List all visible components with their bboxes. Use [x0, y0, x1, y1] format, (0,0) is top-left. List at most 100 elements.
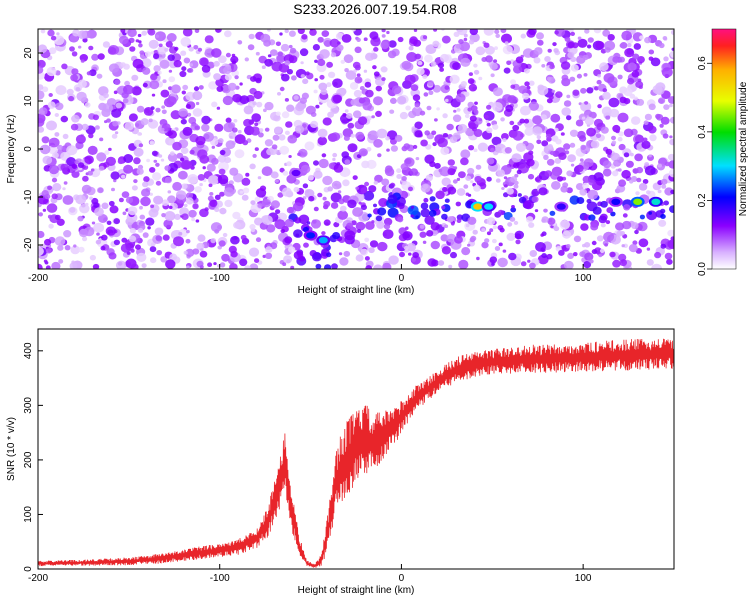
- spectrogram-cell: [122, 211, 127, 216]
- spectrogram-cell: [188, 116, 197, 125]
- spectrogram-cell: [408, 252, 412, 256]
- spectrogram-cell: [478, 76, 483, 81]
- spectrogram-cell: [258, 132, 264, 138]
- spectrogram-cell: [185, 238, 191, 244]
- spectrogram-cell: [56, 32, 60, 36]
- spectrogram-cell: [545, 133, 552, 139]
- spectrogram-cell: [50, 35, 57, 41]
- spectrogram-cell: [646, 247, 651, 251]
- spectrogram-cell: [522, 92, 530, 100]
- spectrogram-cell: [662, 133, 669, 139]
- spectrogram-cell: [494, 29, 500, 34]
- spectrogram-cell: [523, 68, 530, 74]
- y-tick-label: 300: [23, 397, 34, 414]
- spectrogram-cell: [251, 113, 261, 122]
- spectrogram-cell: [197, 149, 208, 159]
- spectrogram-cell: [492, 102, 503, 112]
- spectrogram-cell: [373, 264, 383, 269]
- spectrogram-feature: [318, 237, 328, 244]
- spectrogram-cell: [105, 156, 116, 166]
- spectrogram-cell: [330, 132, 341, 142]
- spectrogram-cell: [468, 145, 475, 151]
- spectrogram-cell: [115, 260, 127, 269]
- spectrogram-cell: [616, 230, 623, 237]
- spectrogram-cell: [563, 143, 571, 150]
- spectrogram-cell: [181, 213, 189, 220]
- spectrogram-cell: [367, 130, 379, 141]
- spectrogram-cell: [150, 257, 157, 264]
- spectrogram-cell: [457, 29, 468, 36]
- spectrogram-cell: [191, 217, 196, 222]
- spectrogram-cell: [581, 116, 586, 120]
- spectrogram-cell: [178, 170, 188, 180]
- spectrogram-cell: [131, 74, 139, 81]
- spectrogram-cell: [543, 154, 549, 160]
- spectrogram-cell: [202, 166, 206, 170]
- spectrogram-cell: [286, 104, 295, 112]
- spectrogram-cell: [636, 177, 642, 183]
- spectrogram-y-ticks: -20 -10 0 10 20: [23, 47, 43, 252]
- spectrogram-cell: [149, 80, 160, 90]
- spectrogram-cell: [330, 52, 337, 58]
- spectrogram-cell: [519, 118, 525, 124]
- spectrogram-cell: [239, 190, 244, 194]
- y-tick-label: 0: [23, 566, 34, 572]
- spectrogram-cell: [518, 85, 528, 94]
- spectrogram-cell: [136, 252, 147, 262]
- spectrogram-cell: [373, 71, 380, 77]
- spectrogram-cell: [492, 225, 498, 230]
- spectrogram-cell: [230, 250, 238, 258]
- spectrogram-cell: [484, 45, 495, 55]
- spectrogram-cell: [509, 216, 516, 222]
- spectrogram-cell: [315, 263, 322, 269]
- spectrogram-cell: [57, 245, 64, 251]
- spectrogram-cell: [648, 125, 657, 134]
- spectrogram-cell: [627, 62, 637, 71]
- spectrogram-cell: [289, 47, 297, 54]
- x-tick-label: 100: [575, 573, 592, 584]
- spectrogram-cell: [345, 70, 357, 80]
- spectrogram-cell: [467, 78, 475, 85]
- spectrogram-cell: [84, 102, 91, 108]
- spectrogram-cell: [250, 227, 256, 233]
- spectrogram-cell: [580, 144, 586, 150]
- spectrogram-cell: [262, 215, 273, 225]
- spectrogram-cell: [157, 45, 167, 55]
- spectrogram-cell: [188, 46, 194, 52]
- spectrogram-cell: [210, 222, 222, 233]
- spectrogram-cell: [211, 48, 222, 58]
- spectrogram-cell: [364, 256, 370, 261]
- spectrogram-cell: [41, 86, 49, 93]
- spectrogram-cell: [440, 146, 450, 156]
- spectrogram-cell: [489, 62, 498, 70]
- spectrogram-cell: [569, 76, 576, 82]
- spectrogram-cell: [352, 175, 358, 181]
- colorbar-ticks: 0.0 0.2 0.4 0.6: [697, 56, 712, 276]
- spectrogram-cell: [353, 69, 357, 73]
- spectrogram-cell: [416, 67, 425, 76]
- spectrogram-cell: [77, 30, 88, 39]
- spectrogram-cell: [447, 186, 457, 195]
- spectrogram-cell: [469, 29, 478, 36]
- spectrogram-cell: [405, 226, 409, 230]
- spectrogram-cell: [47, 144, 59, 155]
- spectrogram-cell: [219, 149, 226, 156]
- spectrogram-cell: [259, 128, 264, 133]
- spectrogram-cell: [527, 173, 535, 180]
- spectrogram-cell: [313, 89, 318, 94]
- spectrogram-cell: [221, 253, 230, 262]
- spectrogram-cell: [478, 118, 483, 122]
- spectrogram-cell: [214, 194, 221, 200]
- spectrogram-cell: [211, 157, 219, 165]
- spectrogram-cell: [218, 138, 224, 144]
- spectrogram-cell: [97, 53, 105, 60]
- spectrogram-cell: [218, 55, 227, 64]
- spectrogram-cell: [302, 152, 307, 157]
- spectrogram-cell: [622, 220, 632, 230]
- spectrogram-cell: [506, 60, 512, 66]
- spectrogram-cell: [215, 78, 224, 87]
- spectrogram-cell: [94, 207, 104, 217]
- spectrogram-cell: [142, 67, 151, 75]
- spectrogram-cell: [200, 248, 204, 252]
- spectrogram-cell: [497, 257, 508, 268]
